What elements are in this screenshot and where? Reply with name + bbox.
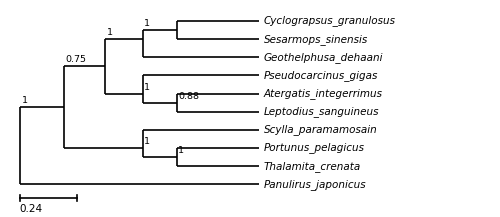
Text: 1: 1 <box>107 28 113 37</box>
Text: 1: 1 <box>178 146 184 155</box>
Text: Pseudocarcinus_gigas: Pseudocarcinus_gigas <box>264 70 378 81</box>
Text: 1: 1 <box>144 137 150 146</box>
Text: Atergatis_integerrimus: Atergatis_integerrimus <box>264 88 382 99</box>
Text: Scylla_paramamosain: Scylla_paramamosain <box>264 124 378 135</box>
Text: 0.88: 0.88 <box>178 92 200 101</box>
Text: Leptodius_sanguineus: Leptodius_sanguineus <box>264 106 379 117</box>
Text: Portunus_pelagicus: Portunus_pelagicus <box>264 143 364 153</box>
Text: 0.75: 0.75 <box>66 56 87 64</box>
Text: Sesarmops_sinensis: Sesarmops_sinensis <box>264 34 368 44</box>
Text: 1: 1 <box>22 96 28 105</box>
Text: 1: 1 <box>144 83 150 92</box>
Text: Cyclograpsus_granulosus: Cyclograpsus_granulosus <box>264 15 396 26</box>
Text: Panulirus_japonicus: Panulirus_japonicus <box>264 179 366 190</box>
Text: Geothelphusa_dehaani: Geothelphusa_dehaani <box>264 52 383 63</box>
Text: 0.24: 0.24 <box>20 204 43 214</box>
Text: Thalamita_crenata: Thalamita_crenata <box>264 161 361 172</box>
Text: 1: 1 <box>144 19 150 28</box>
